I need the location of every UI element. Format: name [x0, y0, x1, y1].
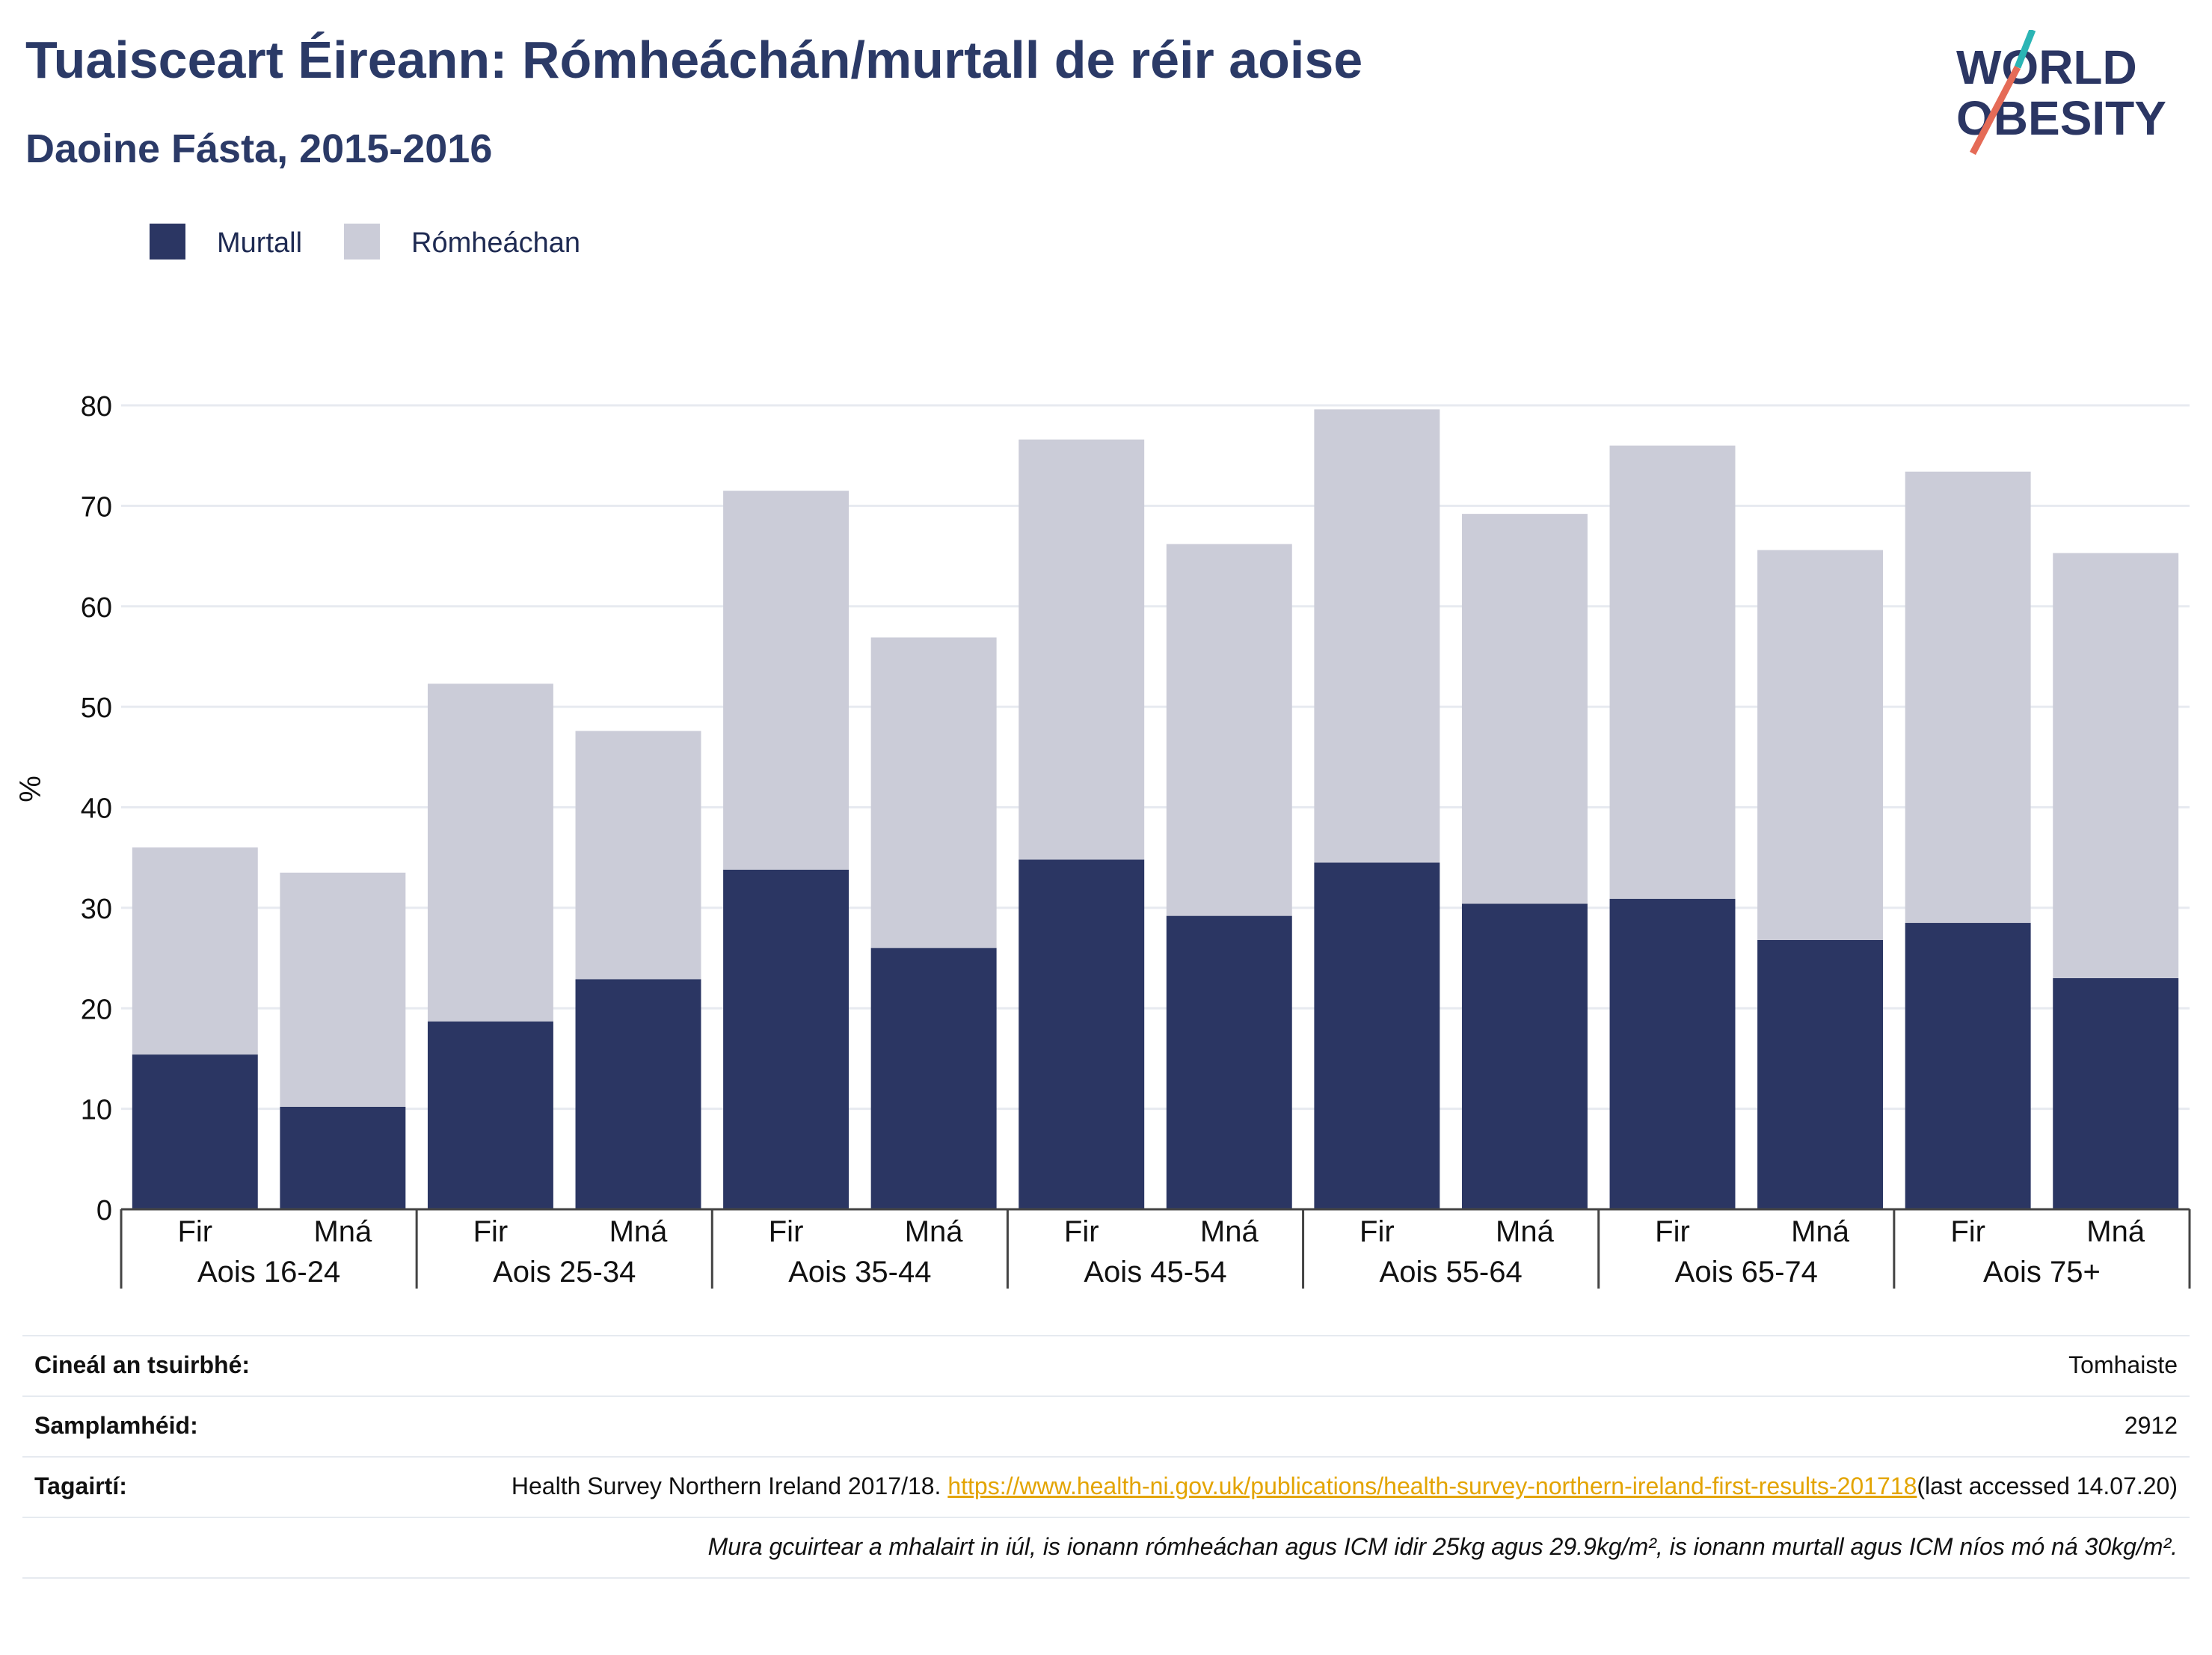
bar-romheachan-13 [2053, 553, 2179, 978]
bar-romheachan-11 [1757, 550, 1884, 940]
x-axis: Fir Mná Fir Mná Fir Mná Fir Mná Fir Mná Fir Mná Fir M… [120, 1208, 2191, 1289]
bar-murtall-7 [1166, 915, 1292, 1209]
y-tick-label-6: 60 [81, 592, 112, 624]
chart-subtitle: Daoine Fásta, 2015-2016 [25, 126, 493, 171]
sample-size-value: 2912 [345, 1395, 2190, 1457]
references-text: Health Survey Northern Ireland 2017/18. [511, 1473, 941, 1499]
bar-romheachan-9 [1461, 514, 1588, 904]
x-sub-label-0: Fir [177, 1215, 212, 1248]
x-sub-label-10: Fir [1655, 1215, 1690, 1248]
bar-murtall-4 [723, 869, 850, 1209]
bar-murtall-11 [1757, 939, 1884, 1209]
info-table: Cineál an tsuirbhé: Tomhaiste Samplamhéi… [22, 1335, 2190, 1579]
world-obesity-logo: WORLD OBESITY [1956, 30, 2166, 156]
bar-murtall-8 [1314, 862, 1440, 1209]
x-sub-label-8: Fir [1360, 1215, 1395, 1248]
references-link[interactable]: https://www.health-ni.gov.uk/publication… [947, 1473, 1917, 1499]
bar-murtall-13 [2053, 977, 2179, 1209]
references-value: Health Survey Northern Ireland 2017/18. … [345, 1456, 2190, 1517]
chart-title: Tuaisceart Éireann: Rómheáchán/murtall d… [25, 31, 1363, 89]
references-row: Tagairtí: Health Survey Northern Ireland… [22, 1456, 2190, 1517]
bar-murtall-3 [575, 979, 701, 1209]
x-group-label-2: Aois 35-44 [788, 1256, 931, 1289]
x-sub-label-6: Fir [1064, 1215, 1099, 1248]
bar-murtall-0 [132, 1054, 258, 1209]
bar-murtall-2 [427, 1021, 553, 1209]
bar-romheachan-4 [723, 491, 850, 870]
bar-romheachan-12 [1905, 471, 2031, 924]
bar-murtall-10 [1609, 898, 1736, 1209]
x-group-label-6: Aois 75+ [1983, 1256, 2101, 1289]
sample-size-label: Samplamhéid: [22, 1395, 345, 1457]
y-axis-ticks: 0 10 20 30 40 50 60 70 80 [81, 391, 112, 1226]
stacked-bar-chart: Murtall Rómheáchan 0 10 20 30 40 50 60 70 80 % Fi… [14, 224, 2191, 1289]
x-sub-label-2: Fir [473, 1215, 509, 1248]
y-tick-label-7: 70 [81, 491, 112, 523]
bar-romheachan-6 [1019, 439, 1145, 860]
x-sub-label-1: Mná [313, 1215, 372, 1248]
legend-swatch-1 [344, 224, 380, 260]
survey-type-value: Tomhaiste [345, 1335, 2190, 1396]
bar-murtall-9 [1461, 903, 1588, 1209]
x-group-label-1: Aois 25-34 [493, 1256, 636, 1289]
logo-slash-teal [2014, 30, 2036, 69]
bar-romheachan-1 [280, 872, 406, 1107]
bars [132, 409, 2179, 1209]
legend-label-1: Rómheáchan [411, 227, 580, 259]
references-label: Tagairtí: [22, 1456, 345, 1517]
x-sub-label-5: Mná [905, 1215, 964, 1248]
x-sub-label-11: Mná [1791, 1215, 1850, 1248]
bar-romheachan-3 [575, 731, 701, 980]
y-tick-label-8: 80 [81, 391, 112, 423]
y-tick-label-4: 40 [81, 793, 112, 825]
bar-murtall-6 [1019, 859, 1145, 1209]
logo-slash-coral [1970, 65, 2021, 156]
y-tick-label-5: 50 [81, 693, 112, 724]
y-tick-label-2: 20 [81, 994, 112, 1025]
bar-romheachan-5 [870, 637, 997, 948]
sample-size-row: Samplamhéid: 2912 [22, 1395, 2190, 1457]
bar-murtall-5 [870, 948, 997, 1209]
y-tick-label-0: 0 [96, 1195, 112, 1226]
bar-romheachan-0 [132, 847, 258, 1055]
x-sub-label-4: Fir [769, 1215, 804, 1248]
legend: Murtall Rómheáchan [150, 224, 580, 260]
x-sub-label-12: Fir [1950, 1215, 1985, 1248]
bar-romheachan-10 [1609, 445, 1736, 899]
bar-romheachan-7 [1166, 544, 1292, 916]
x-group-label-5: Aois 65-74 [1675, 1256, 1818, 1289]
legend-swatch-0 [150, 224, 185, 260]
x-sub-label-7: Mná [1200, 1215, 1259, 1248]
x-sub-label-3: Mná [609, 1215, 669, 1248]
x-sub-label-9: Mná [1496, 1215, 1555, 1248]
y-tick-label-1: 10 [81, 1095, 112, 1126]
definition-note: Mura gcuirtear a mhalairt in iúl, is ion… [22, 1517, 2190, 1579]
bar-murtall-12 [1905, 923, 2031, 1209]
legend-label-0: Murtall [217, 227, 302, 259]
bar-romheachan-2 [427, 684, 553, 1022]
x-group-label-0: Aois 16-24 [197, 1256, 340, 1289]
x-group-label-4: Aois 55-64 [1380, 1256, 1523, 1289]
bar-murtall-1 [280, 1106, 406, 1209]
references-suffix: (last accessed 14.07.20) [1917, 1473, 2178, 1499]
bar-romheachan-8 [1314, 409, 1440, 863]
y-tick-label-3: 30 [81, 894, 112, 925]
note-row: Mura gcuirtear a mhalairt in iúl, is ion… [22, 1517, 2190, 1579]
x-sub-label-13: Mná [2086, 1215, 2145, 1248]
survey-type-row: Cineál an tsuirbhé: Tomhaiste [22, 1335, 2190, 1396]
logo-line-1: WORLD [1956, 40, 2137, 94]
x-group-label-3: Aois 45-54 [1084, 1256, 1226, 1289]
survey-type-label: Cineál an tsuirbhé: [22, 1335, 345, 1396]
y-axis-label: % [14, 776, 47, 802]
